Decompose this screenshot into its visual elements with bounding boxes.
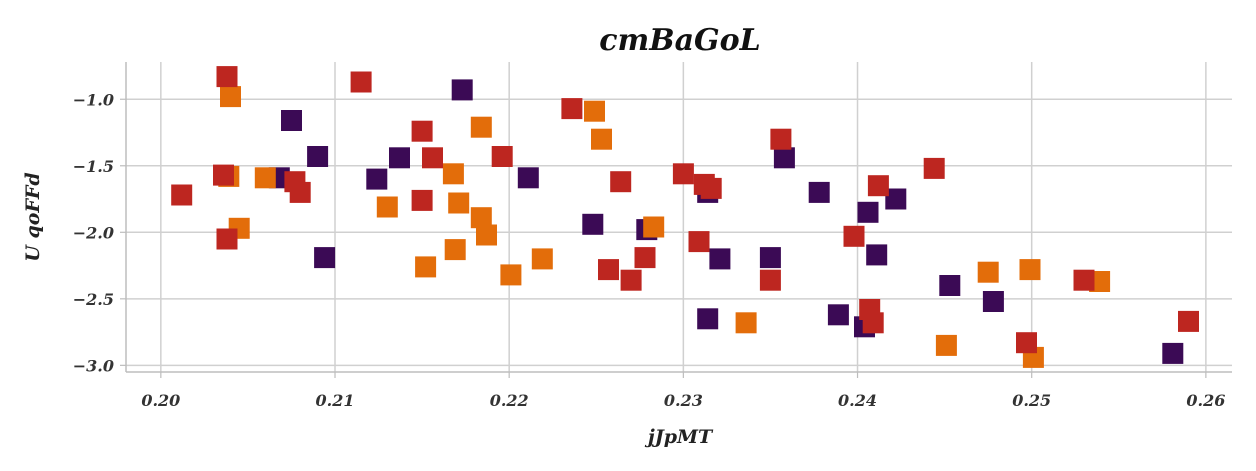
data-point-square <box>307 146 329 167</box>
data-point-square <box>709 248 731 270</box>
chart-title: cmBaGoL <box>599 23 761 58</box>
data-point-square <box>598 259 619 281</box>
data-point-square <box>843 225 865 247</box>
y-tick-label: −1.0 <box>73 90 114 109</box>
y-tick-label: −1.5 <box>73 157 114 176</box>
data-point-square <box>885 188 907 210</box>
data-point-square <box>688 231 710 253</box>
data-point-square <box>591 128 612 150</box>
y-tick-label: −2.0 <box>73 223 114 242</box>
data-point-square <box>759 269 781 291</box>
tick-labels: 0.20 0.21 0.22 0.23 0.24 0.25 0.26 −1.0 −1.5 −2.0… <box>73 90 1226 410</box>
y-axis-label: U qoFFd <box>22 172 44 261</box>
x-axis-label: jJpMT <box>644 426 714 448</box>
data-point-square <box>216 228 238 250</box>
data-points <box>171 66 1199 368</box>
data-point-square <box>1016 332 1037 354</box>
data-point-square <box>422 147 443 169</box>
data-point-square <box>584 100 605 122</box>
data-point-square <box>366 168 388 190</box>
data-point-square <box>451 79 473 101</box>
data-point-square <box>827 304 849 326</box>
data-point-square <box>531 248 553 270</box>
data-point-square <box>376 196 398 218</box>
data-point-square <box>476 224 497 246</box>
data-point-square <box>517 167 539 189</box>
data-point-square <box>582 213 604 235</box>
data-point-square <box>1073 269 1095 291</box>
data-point-square <box>213 164 234 186</box>
data-point-square <box>442 163 464 185</box>
data-point-square <box>808 181 830 203</box>
data-point-square <box>444 239 466 261</box>
data-point-square <box>350 71 372 93</box>
data-point-square <box>500 264 522 286</box>
x-tick-label: 0.26 <box>1186 391 1225 410</box>
data-point-square <box>470 207 492 229</box>
data-point-square <box>862 312 884 334</box>
data-point-square <box>389 147 410 169</box>
data-point-square <box>977 261 999 283</box>
grid-lines <box>126 62 1232 372</box>
data-point-square <box>759 247 781 269</box>
data-point-square <box>171 184 193 206</box>
data-point-square <box>415 256 437 278</box>
data-point-square <box>314 247 336 269</box>
data-point-square <box>289 181 311 203</box>
data-point-square <box>735 312 757 334</box>
data-point-square <box>857 201 879 223</box>
data-point-square <box>672 163 694 185</box>
x-tick-label: 0.20 <box>141 391 180 410</box>
data-point-square <box>491 146 513 167</box>
data-point-square <box>470 116 492 138</box>
y-tick-label: −2.5 <box>73 290 114 309</box>
data-point-square <box>1019 259 1041 281</box>
data-point-square <box>773 147 795 169</box>
data-point-square <box>448 192 470 214</box>
x-tick-label: 0.24 <box>838 391 877 410</box>
data-point-square <box>939 275 961 296</box>
data-point-square <box>923 157 945 179</box>
data-point-square <box>700 177 722 199</box>
data-point-square <box>866 244 888 266</box>
data-point-square <box>634 247 656 269</box>
data-point-square <box>561 98 583 120</box>
data-point-square <box>254 167 276 189</box>
x-tick-label: 0.22 <box>490 391 529 410</box>
x-tick-label: 0.25 <box>1012 391 1051 410</box>
data-point-square <box>770 128 792 150</box>
data-point-square <box>982 291 1004 312</box>
y-tick-label: −3.0 <box>73 356 114 375</box>
data-point-square <box>697 308 719 330</box>
data-point-square <box>411 120 433 142</box>
data-point-square <box>935 334 957 356</box>
data-point-square <box>643 216 665 238</box>
data-point-square <box>620 269 642 291</box>
data-point-square <box>610 171 632 193</box>
data-point-square <box>411 189 433 211</box>
data-point-square <box>1178 310 1199 332</box>
data-point-square <box>216 66 238 88</box>
data-point-square <box>220 86 241 108</box>
data-point-square <box>1162 342 1184 364</box>
x-tick-label: 0.23 <box>664 391 703 410</box>
axes-spines <box>120 62 1232 378</box>
data-point-square <box>281 110 302 131</box>
x-tick-label: 0.21 <box>316 391 355 410</box>
data-point-square <box>867 175 889 197</box>
